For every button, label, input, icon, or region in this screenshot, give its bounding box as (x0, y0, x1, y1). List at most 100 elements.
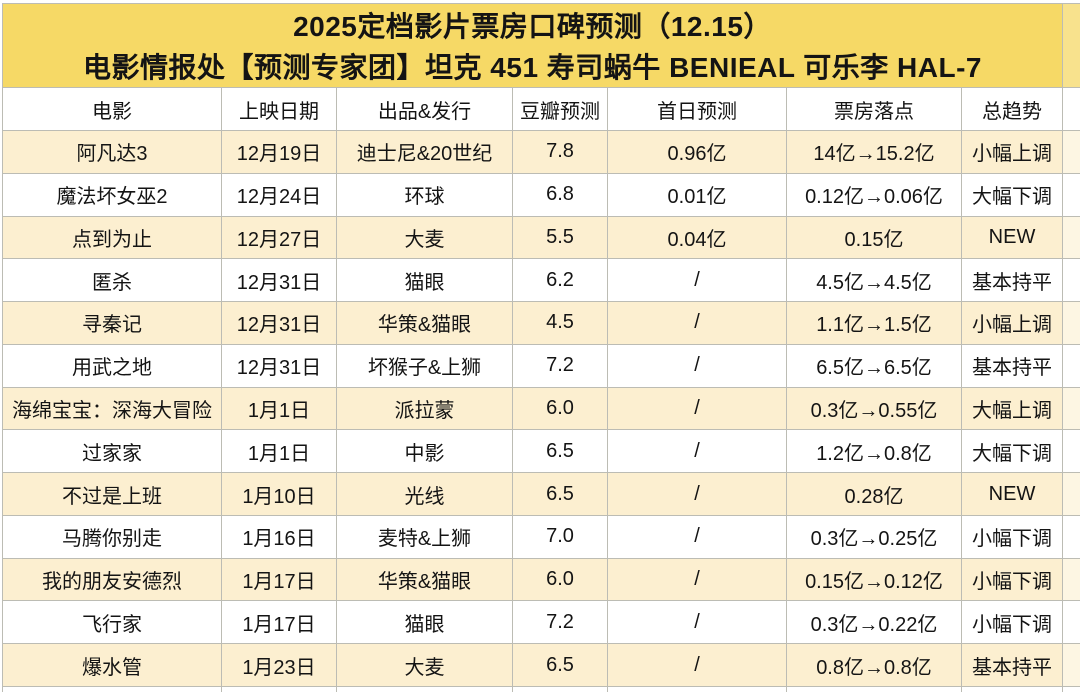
column-header-distributor: 出品&发行 (337, 88, 513, 131)
table-cell-r11-c7: 小幅下调 (962, 558, 1063, 602)
table-cell-r3-c2: 12月27日 (222, 216, 337, 260)
table-cell-r1-c2: 12月19日 (222, 131, 337, 174)
cutoff-row-cell (337, 686, 513, 692)
cutoff-row-cell (962, 686, 1063, 692)
table-cell-r8-c4: 6.5 (513, 430, 608, 474)
table-cell-r10-c1: 马腾你别走 (3, 515, 222, 559)
table-cell-r8-c5: / (608, 430, 787, 474)
table-cell-r3-c4: 5.5 (513, 216, 608, 260)
table-cell-r11-c6: 0.15亿→0.12亿 (787, 558, 962, 602)
table-cell-r10-c7: 小幅下调 (962, 515, 1063, 559)
table-cell-r11-c2: 1月17日 (222, 558, 337, 602)
cutoff-row-cell (513, 686, 608, 692)
table-cell-r6-c2: 12月31日 (222, 344, 337, 388)
table-cell-r13-c7: 基本持平 (962, 644, 1063, 687)
cutoff-cell (1063, 302, 1080, 345)
table-cell-r8-c2: 1月1日 (222, 430, 337, 474)
table-cell-r10-c6: 0.3亿→0.25亿 (787, 515, 962, 559)
table-cell-r3-c7: NEW (962, 216, 1063, 260)
table-cell-r9-c5: / (608, 473, 787, 516)
cutoff-cell (1063, 259, 1080, 303)
table-cell-r1-c5: 0.96亿 (608, 131, 787, 174)
table-cell-r9-c3: 光线 (337, 473, 513, 516)
table-cell-r13-c3: 大麦 (337, 644, 513, 687)
table-cell-r4-c3: 猫眼 (337, 259, 513, 303)
table-cell-r11-c5: / (608, 558, 787, 602)
table-cell-r10-c2: 1月16日 (222, 515, 337, 559)
table-cell-r7-c2: 1月1日 (222, 387, 337, 431)
cutoff-cell (1063, 644, 1080, 687)
cutoff-cell (1063, 387, 1080, 431)
table-cell-r10-c4: 7.0 (513, 515, 608, 559)
column-header-douban: 豆瓣预测 (513, 88, 608, 131)
cutoff-row-cell (222, 686, 337, 692)
table-cell-r8-c7: 大幅下调 (962, 430, 1063, 474)
table-cell-r6-c7: 基本持平 (962, 344, 1063, 388)
table-cell-r1-c1: 阿凡达3 (3, 131, 222, 174)
cutoff-row-cell (3, 686, 222, 692)
table-cell-r12-c6: 0.3亿→0.22亿 (787, 601, 962, 645)
table-cell-r13-c6: 0.8亿→0.8亿 (787, 644, 962, 687)
table-cell-r12-c2: 1月17日 (222, 601, 337, 645)
table-cell-r10-c3: 麦特&上狮 (337, 515, 513, 559)
table-cell-r9-c1: 不过是上班 (3, 473, 222, 516)
cutoff-column-header (1063, 4, 1080, 88)
table-cell-r2-c4: 6.8 (513, 173, 608, 217)
table-cell-r9-c2: 1月10日 (222, 473, 337, 516)
table-cell-r4-c5: / (608, 259, 787, 303)
table-cell-r2-c7: 大幅下调 (962, 173, 1063, 217)
table-cell-r1-c6: 14亿→15.2亿 (787, 131, 962, 174)
table-cell-r6-c1: 用武之地 (3, 344, 222, 388)
table-cell-r4-c2: 12月31日 (222, 259, 337, 303)
table-cell-r3-c3: 大麦 (337, 216, 513, 260)
table-cell-r2-c5: 0.01亿 (608, 173, 787, 217)
table-cell-r10-c5: / (608, 515, 787, 559)
table-cell-r1-c4: 7.8 (513, 131, 608, 174)
title-block: 2025定档影片票房口碑预测（12.15） 电影情报处【预测专家团】坦克 451… (3, 4, 1063, 88)
table-cell-r9-c7: NEW (962, 473, 1063, 516)
table-cell-r4-c1: 匿杀 (3, 259, 222, 303)
table-cell-r8-c6: 1.2亿→0.8亿 (787, 430, 962, 474)
table-cell-r5-c7: 小幅上调 (962, 302, 1063, 345)
table-cell-r13-c2: 1月23日 (222, 644, 337, 687)
column-header-movie: 电影 (3, 88, 222, 131)
table-cell-r4-c4: 6.2 (513, 259, 608, 303)
table-cell-r12-c4: 7.2 (513, 601, 608, 645)
table-cell-r1-c3: 迪士尼&20世纪 (337, 131, 513, 174)
table-cell-r7-c3: 派拉蒙 (337, 387, 513, 431)
column-header-first-day: 首日预测 (608, 88, 787, 131)
column-header-box-office: 票房落点 (787, 88, 962, 131)
table-cell-r6-c5: / (608, 344, 787, 388)
cutoff-cell (1063, 173, 1080, 217)
table-cell-r6-c4: 7.2 (513, 344, 608, 388)
table-cell-r9-c4: 6.5 (513, 473, 608, 516)
table-cell-r13-c4: 6.5 (513, 644, 608, 687)
table-cell-r8-c3: 中影 (337, 430, 513, 474)
page-subtitle: 电影情报处【预测专家团】坦克 451 寿司蜗牛 BENIEAL 可乐李 HAL-… (83, 52, 982, 84)
table-cell-r5-c4: 4.5 (513, 302, 608, 345)
table-cell-r7-c5: / (608, 387, 787, 431)
column-header-trend: 总趋势 (962, 88, 1063, 131)
cutoff-cell (1063, 601, 1080, 645)
table-cell-r2-c3: 环球 (337, 173, 513, 217)
table-cell-r3-c1: 点到为止 (3, 216, 222, 260)
cutoff-cell (1063, 558, 1080, 602)
cutoff-row-cell (608, 686, 787, 692)
table-cell-r8-c1: 过家家 (3, 430, 222, 474)
table-cell-r5-c5: / (608, 302, 787, 345)
table-cell-r2-c6: 0.12亿→0.06亿 (787, 173, 962, 217)
table-cell-r2-c1: 魔法坏女巫2 (3, 173, 222, 217)
table-cell-r11-c1: 我的朋友安德烈 (3, 558, 222, 602)
table-cell-r12-c3: 猫眼 (337, 601, 513, 645)
table-cell-r2-c2: 12月24日 (222, 173, 337, 217)
table-cell-r7-c4: 6.0 (513, 387, 608, 431)
table-cell-r5-c6: 1.1亿→1.5亿 (787, 302, 962, 345)
cutoff-cell (1063, 515, 1080, 559)
cutoff-cell (1063, 344, 1080, 388)
table-cell-r5-c1: 寻秦记 (3, 302, 222, 345)
cutoff-cell (1063, 473, 1080, 516)
table-cell-r13-c5: / (608, 644, 787, 687)
table-cell-r1-c7: 小幅上调 (962, 131, 1063, 174)
column-header-release-date: 上映日期 (222, 88, 337, 131)
cutoff-cell (1063, 430, 1080, 474)
